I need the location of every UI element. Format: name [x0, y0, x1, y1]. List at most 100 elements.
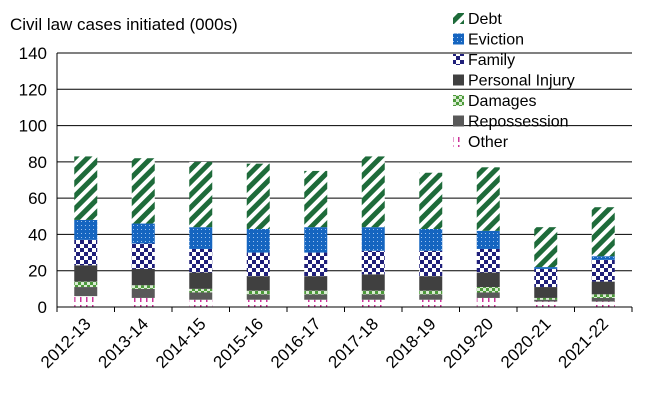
bar-other-2013-14	[131, 297, 155, 307]
bar-eviction-2012-13	[74, 219, 98, 240]
bar-debt-2019-20	[476, 167, 500, 231]
bar-damages-2018-19	[419, 290, 443, 295]
bar-personal-injury-2016-17	[304, 276, 328, 291]
bar-family-2016-17	[304, 252, 328, 277]
bar-eviction-2015-16	[246, 228, 270, 253]
x-tick-label: 2015-16	[210, 314, 268, 372]
y-tick-label: 60	[28, 189, 47, 208]
bar-eviction-2021-22	[591, 256, 615, 260]
bar-eviction-2017-18	[361, 227, 385, 251]
legend-item-family: Family	[453, 52, 515, 69]
legend-label-family: Family	[468, 52, 515, 69]
bar-repossession-2015-16	[246, 294, 270, 300]
bar-personal-injury-2017-18	[361, 274, 385, 291]
bar-debt-2016-17	[304, 170, 328, 228]
bar-other-2019-20	[476, 297, 500, 307]
legend-swatch-repossession	[453, 115, 464, 127]
chart-title: Civil law cases initiated (000s)	[10, 15, 238, 34]
bar-family-2018-19	[419, 250, 443, 277]
bar-damages-2019-20	[476, 287, 500, 293]
bar-repossession-2013-14	[131, 288, 155, 298]
legend-label-eviction: Eviction	[468, 32, 524, 49]
x-tick-label: 2014-15	[152, 314, 210, 372]
x-tick-label: 2012-13	[37, 314, 95, 372]
bar-family-2019-20	[476, 248, 500, 273]
bar-debt-2018-19	[419, 172, 443, 229]
bar-debt-2013-14	[131, 158, 155, 224]
bar-debt-2017-18	[361, 156, 385, 228]
legend-item-other: Other	[453, 134, 509, 151]
bar-personal-injury-2021-22	[591, 281, 615, 295]
bar-other-2015-16	[246, 299, 270, 307]
legend-swatch-family	[453, 54, 464, 65]
x-tick-label: 2013-14	[95, 314, 153, 372]
x-tick-label: 2020-21	[497, 314, 555, 372]
axes	[56, 53, 633, 312]
bar-debt-2020-21	[534, 227, 558, 268]
bar-repossession-2021-22	[591, 297, 615, 302]
bar-other-2012-13	[74, 296, 98, 307]
y-tick-labels: 0 20 40 60 80 100 120 140	[19, 44, 47, 317]
bar-personal-injury-2015-16	[246, 276, 270, 291]
bar-other-2016-17	[304, 299, 328, 307]
bar-family-2020-21	[534, 268, 558, 288]
legend-item-eviction: Eviction	[453, 32, 524, 49]
bar-repossession-2012-13	[74, 287, 98, 297]
bar-repossession-2014-15	[189, 292, 213, 300]
legend-item-damages: Damages	[453, 93, 536, 110]
legend-swatch-damages	[453, 95, 464, 106]
x-tick-labels: 2012-13 2013-14 2014-15 2015-16 2016-17 2017-…	[37, 314, 612, 372]
bar-other-2021-22	[591, 301, 615, 307]
legend-swatch-other	[453, 136, 464, 147]
bar-damages-2015-16	[246, 290, 270, 295]
y-tick-label: 120	[19, 80, 47, 99]
bar-personal-injury-2018-19	[419, 276, 443, 291]
bar-personal-injury-2014-15	[189, 272, 213, 289]
legend-label-damages: Damages	[468, 93, 536, 110]
x-tick-label: 2019-20	[440, 314, 498, 372]
legend-item-debt: Debt	[453, 11, 502, 28]
bar-personal-injury-2012-13	[74, 265, 98, 282]
x-tick-label: 2017-18	[325, 314, 383, 372]
x-tick-label: 2016-17	[267, 314, 325, 372]
legend-item-repossession: Repossession	[453, 114, 569, 131]
bar-repossession-2019-20	[476, 292, 500, 298]
y-tick-label: 40	[28, 225, 47, 244]
x-tick-label: 2018-19	[382, 314, 440, 372]
bar-personal-injury-2013-14	[131, 268, 155, 286]
bar-other-2020-21	[534, 301, 558, 307]
bar-repossession-2018-19	[419, 294, 443, 300]
legend-label-debt: Debt	[468, 11, 502, 28]
bar-eviction-2018-19	[419, 228, 443, 251]
bar-debt-2015-16	[246, 163, 270, 229]
bar-family-2014-15	[189, 248, 213, 273]
bar-personal-injury-2019-20	[476, 272, 500, 288]
legend-item-personal-injury: Personal Injury	[453, 73, 575, 90]
bar-other-2018-19	[419, 299, 443, 307]
bar-eviction-2013-14	[131, 223, 155, 244]
bar-other-2017-18	[361, 299, 385, 307]
bar-eviction-2014-15	[189, 227, 213, 249]
y-tick-label: 20	[28, 262, 47, 281]
bar-personal-injury-2020-21	[534, 287, 558, 298]
bar-eviction-2020-21	[534, 267, 558, 269]
legend-swatch-eviction	[453, 33, 464, 45]
legend-swatch-debt	[453, 13, 464, 24]
bar-repossession-2017-18	[361, 294, 385, 300]
bar-damages-2013-14	[131, 285, 155, 289]
bar-family-2021-22	[591, 259, 615, 282]
legend-swatch-personal-injury	[453, 74, 464, 86]
bar-family-2013-14	[131, 243, 155, 269]
bar-debt-2021-22	[591, 207, 615, 257]
y-tick-label: 140	[19, 44, 47, 63]
bar-debt-2014-15	[189, 161, 213, 228]
bar-damages-2017-18	[361, 290, 385, 295]
legend-label-other: Other	[468, 134, 509, 151]
bars	[74, 156, 615, 307]
bar-family-2012-13	[74, 239, 98, 266]
bar-eviction-2019-20	[476, 230, 500, 249]
bar-family-2017-18	[361, 250, 385, 275]
bar-repossession-2016-17	[304, 294, 328, 300]
y-tick-label: 0	[38, 298, 47, 317]
